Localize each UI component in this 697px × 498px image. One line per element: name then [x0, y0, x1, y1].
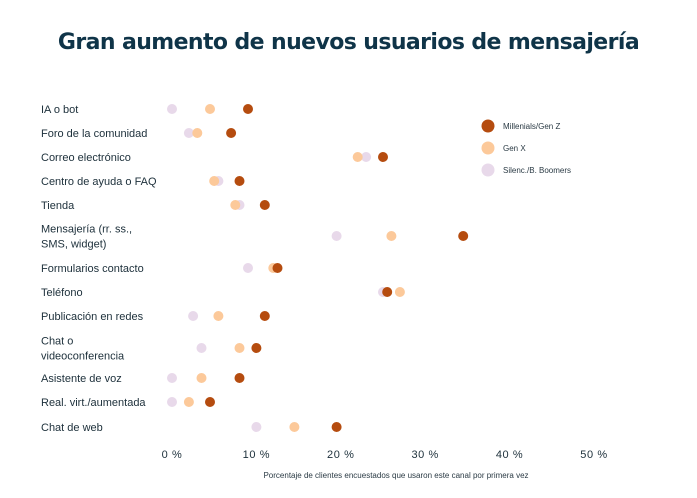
data-point-millenials-gen-z	[458, 231, 469, 241]
category-label: Formularios contacto	[41, 263, 144, 275]
data-point-gen-x	[192, 128, 203, 138]
x-tick-label: 0 %	[162, 449, 183, 461]
data-point-silenc-b-boomers	[167, 104, 177, 114]
data-point-millenials-gen-z	[272, 263, 283, 273]
data-point-silenc-b-boomers	[167, 397, 177, 407]
category-label: Tienda	[41, 200, 75, 212]
data-point-silenc-b-boomers	[167, 373, 177, 383]
data-point-gen-x	[209, 176, 220, 186]
category-label: Centro de ayuda o FAQ	[41, 176, 157, 188]
x-tick-label: 10 %	[243, 449, 270, 461]
data-point-gen-x	[213, 311, 224, 321]
legend-marker-millenials-gen-z	[481, 119, 495, 133]
x-axis-label: Porcentaje de clientes encuestados que u…	[263, 471, 528, 480]
category-label: videoconferencia	[41, 351, 125, 363]
data-point-silenc-b-boomers	[331, 231, 342, 241]
category-label: Chat o	[41, 336, 73, 348]
data-point-silenc-b-boomers	[188, 311, 199, 321]
data-point-gen-x	[230, 200, 241, 210]
x-tick-label: 20 %	[327, 449, 354, 461]
category-label: IA o bot	[41, 104, 78, 116]
category-label: Mensajería (rr. ss.,	[41, 224, 132, 236]
data-point-silenc-b-boomers	[361, 152, 372, 162]
category-label: Asistente de voz	[41, 373, 122, 385]
data-point-millenials-gen-z	[234, 176, 245, 186]
data-point-gen-x	[386, 231, 397, 241]
data-point-silenc-b-boomers	[251, 422, 262, 432]
data-point-millenials-gen-z	[243, 104, 253, 114]
data-point-gen-x	[196, 373, 207, 383]
legend-label: Gen X	[503, 144, 526, 153]
data-point-millenials-gen-z	[234, 373, 245, 383]
data-point-millenials-gen-z	[259, 200, 270, 210]
x-tick-label: 50 %	[580, 449, 607, 461]
legend-marker-silenc-b-boomers	[481, 163, 495, 177]
category-label: Correo electrónico	[41, 152, 131, 164]
x-tick-label: 30 %	[411, 449, 438, 461]
data-point-silenc-b-boomers	[196, 343, 207, 353]
data-point-gen-x	[205, 104, 215, 114]
legend-marker-gen-x	[481, 141, 495, 155]
data-point-millenials-gen-z	[251, 343, 262, 353]
data-point-millenials-gen-z	[205, 397, 215, 407]
category-label: Chat de web	[41, 422, 103, 434]
data-point-millenials-gen-z	[382, 287, 393, 297]
data-point-gen-x	[289, 422, 300, 432]
category-label: Real. virt./aumentada	[41, 397, 146, 409]
category-label: SMS, widget)	[41, 239, 106, 251]
data-point-gen-x	[394, 287, 405, 297]
data-point-millenials-gen-z	[226, 128, 237, 138]
x-tick-label: 40 %	[496, 449, 523, 461]
legend-label: Millenials/Gen Z	[503, 122, 560, 131]
category-label: Foro de la comunidad	[41, 128, 147, 140]
category-label: Publicación en redes	[41, 311, 144, 323]
data-point-gen-x	[352, 152, 363, 162]
chart-title: Gran aumento de nuevos usuarios de mensa…	[57, 30, 640, 55]
data-point-gen-x	[234, 343, 245, 353]
data-point-gen-x	[183, 397, 194, 407]
legend-label: Silenc./B. Boomers	[503, 166, 571, 175]
data-point-silenc-b-boomers	[243, 263, 253, 273]
data-point-millenials-gen-z	[331, 422, 342, 432]
data-point-millenials-gen-z	[378, 152, 388, 162]
data-point-silenc-b-boomers	[183, 128, 194, 138]
data-point-millenials-gen-z	[259, 311, 270, 321]
category-label: Teléfono	[41, 287, 83, 299]
